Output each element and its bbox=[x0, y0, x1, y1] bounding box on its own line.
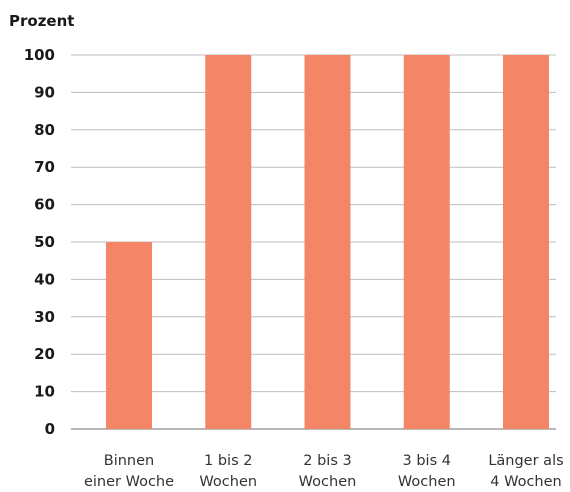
x-tick-label: Länger als 4 Wochen bbox=[488, 453, 563, 490]
x-tick-label: 1 bis 2 Wochen bbox=[199, 453, 257, 490]
y-tick-label: 80 bbox=[34, 121, 55, 139]
x-tick-label-line: 1 bis 2 bbox=[204, 453, 252, 469]
x-tick-label-line: 2 bis 3 bbox=[303, 453, 351, 469]
bar bbox=[106, 242, 152, 429]
y-tick-label: 20 bbox=[34, 345, 55, 363]
y-tick-labels: 0 10 20 30 40 50 60 70 80 90 100 bbox=[24, 46, 55, 438]
x-tick-label-line: 4 Wochen bbox=[490, 474, 561, 490]
y-tick-label: 100 bbox=[24, 46, 55, 64]
x-tick-label-line: Wochen bbox=[199, 474, 257, 490]
x-tick-labels: Binnen einer Woche 1 bis 2 Wochen 2 bis 3 Woc… bbox=[84, 453, 564, 490]
bar bbox=[205, 55, 252, 429]
x-tick-label-line: Wochen bbox=[398, 474, 456, 490]
y-tick-label: 70 bbox=[34, 158, 55, 176]
bar bbox=[503, 55, 549, 429]
x-tick-label: Binnen einer Woche bbox=[84, 453, 174, 490]
y-axis-label: Prozent bbox=[9, 12, 74, 30]
y-tick-label: 30 bbox=[34, 308, 55, 326]
y-tick-label: 40 bbox=[34, 270, 55, 288]
bar bbox=[403, 55, 450, 429]
y-tick-label: 50 bbox=[34, 233, 55, 251]
x-tick-label: 2 bis 3 Wochen bbox=[299, 453, 357, 490]
x-tick-label: 3 bis 4 Wochen bbox=[398, 453, 456, 490]
x-tick-label-line: Länger als bbox=[488, 453, 563, 469]
bar bbox=[304, 55, 351, 429]
y-tick-label: 10 bbox=[34, 383, 55, 401]
x-tick-label-line: Wochen bbox=[299, 474, 357, 490]
bars bbox=[106, 55, 549, 429]
y-tick-label: 60 bbox=[34, 196, 55, 214]
x-tick-label-line: 3 bis 4 bbox=[403, 453, 451, 469]
x-tick-label-line: Binnen bbox=[104, 453, 154, 469]
x-tick-label-line: einer Woche bbox=[84, 474, 174, 490]
y-tick-label: 90 bbox=[34, 83, 55, 101]
y-tick-label: 0 bbox=[45, 420, 55, 438]
